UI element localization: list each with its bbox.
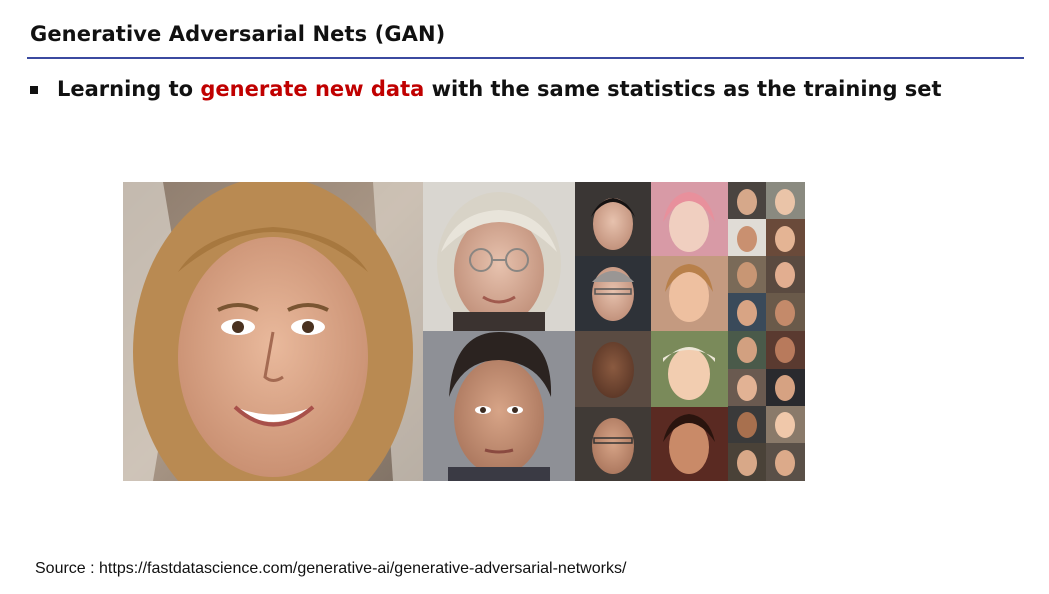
small-face-grid — [728, 182, 805, 481]
bullet-text-suffix: with the same statistics as the training… — [424, 77, 942, 101]
title-divider — [27, 57, 1024, 59]
square-bullet-icon — [30, 85, 38, 94]
face-collage-image — [123, 182, 805, 481]
slide-title: Generative Adversarial Nets (GAN) — [30, 22, 446, 46]
medium-face-grid — [575, 182, 728, 481]
generated-faces-illustration — [123, 182, 805, 481]
bullet-text-prefix: Learning to — [57, 77, 201, 101]
bullet-text-highlight: generate new data — [200, 77, 425, 101]
source-citation: Source : https://fastdatascience.com/gen… — [35, 560, 627, 577]
bullet-point: Learning to generate new data with the s… — [30, 77, 942, 101]
